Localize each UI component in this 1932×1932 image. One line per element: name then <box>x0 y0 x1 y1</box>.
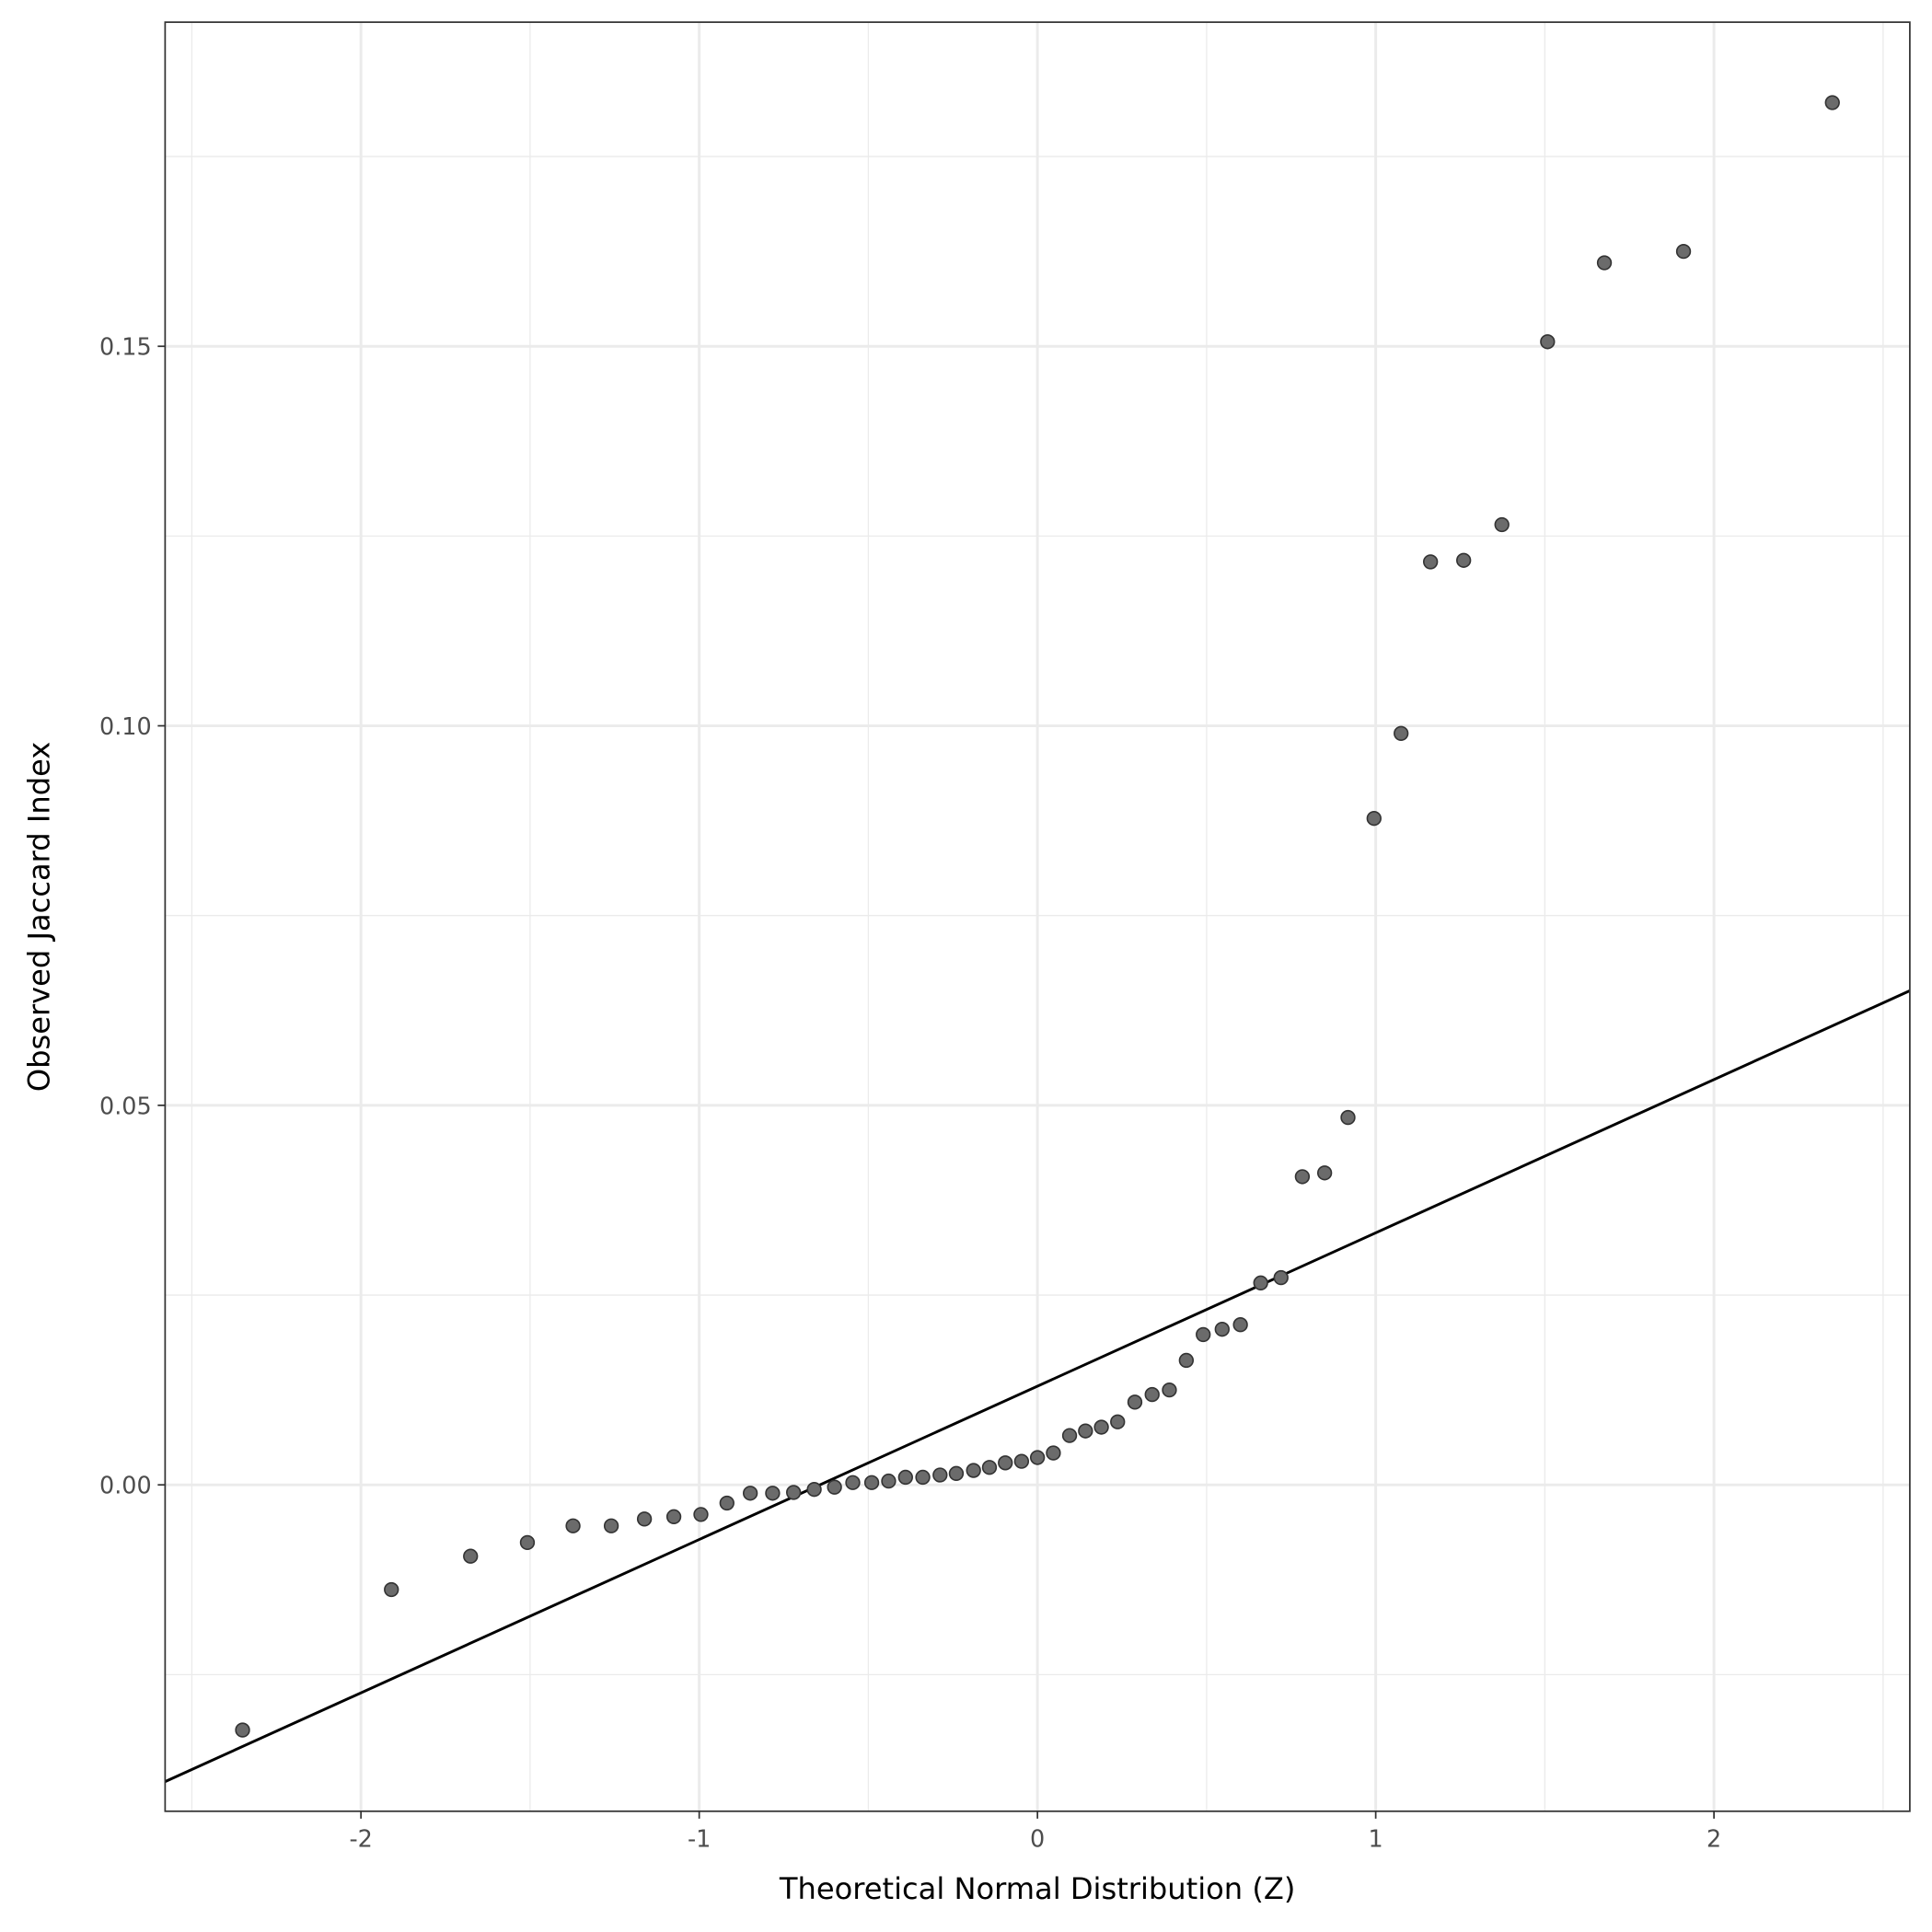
x-tick-label: -1 <box>688 1825 711 1853</box>
data-point <box>1540 334 1556 350</box>
data-point <box>932 1467 948 1483</box>
y-tick-label: 0.10 <box>99 712 152 740</box>
data-point <box>1366 810 1382 827</box>
data-point <box>981 1460 998 1475</box>
data-point <box>915 1469 931 1486</box>
data-point <box>603 1518 619 1533</box>
data-point <box>463 1548 479 1564</box>
data-point <box>742 1486 758 1501</box>
data-point <box>1316 1165 1333 1181</box>
data-point <box>998 1455 1013 1471</box>
data-point <box>384 1581 399 1598</box>
data-point <box>1596 255 1613 271</box>
data-points <box>235 95 1840 1738</box>
data-point <box>881 1473 897 1489</box>
data-point <box>765 1486 781 1501</box>
y-tick-label: 0.15 <box>99 333 152 361</box>
data-point <box>948 1465 965 1482</box>
data-point <box>565 1518 581 1533</box>
x-tick-label: 0 <box>1030 1825 1045 1853</box>
y-axis-ticks: 0.00 0.05 0.10 0.15 <box>99 333 166 1499</box>
x-axis-title: Theoretical Normal Distribution (Z) <box>779 1871 1296 1906</box>
x-axis-ticks: -2 -1 0 1 2 <box>349 1811 1721 1853</box>
data-point <box>897 1469 913 1486</box>
data-point <box>636 1511 653 1527</box>
data-point <box>1178 1352 1195 1369</box>
data-point <box>966 1463 981 1478</box>
y-axis-title: Observed Jaccard Index <box>22 742 57 1092</box>
x-tick-label: 2 <box>1706 1825 1721 1853</box>
y-tick-label: 0.00 <box>99 1472 152 1499</box>
data-point <box>1029 1450 1046 1465</box>
data-point <box>1046 1445 1061 1461</box>
data-point <box>235 1722 250 1738</box>
data-point <box>845 1475 861 1490</box>
data-point <box>1144 1386 1160 1403</box>
data-point <box>1273 1269 1289 1286</box>
x-tick-label: -2 <box>349 1825 372 1853</box>
reference-line <box>164 989 1911 1783</box>
y-tick-label: 0.05 <box>99 1092 152 1119</box>
data-point <box>519 1534 536 1551</box>
data-point <box>665 1509 682 1525</box>
data-point <box>1294 1169 1311 1185</box>
data-point <box>693 1507 709 1522</box>
x-tick-label: 1 <box>1369 1825 1383 1853</box>
data-point <box>1093 1419 1109 1435</box>
data-point <box>806 1481 822 1498</box>
data-point <box>1394 725 1409 741</box>
data-point <box>863 1475 880 1490</box>
data-point <box>1253 1275 1268 1291</box>
data-point <box>1162 1382 1177 1398</box>
data-point <box>1675 243 1692 260</box>
data-point <box>1340 1109 1356 1126</box>
data-point <box>1061 1428 1078 1443</box>
data-point <box>1078 1423 1093 1439</box>
major-gridlines <box>165 22 1910 1811</box>
data-point <box>1423 554 1439 570</box>
data-point <box>1456 552 1472 568</box>
data-point <box>1494 516 1510 533</box>
data-point <box>1110 1414 1126 1429</box>
data-point <box>1824 95 1840 110</box>
data-point <box>827 1479 842 1495</box>
reference-line-group <box>164 989 1911 1783</box>
data-point <box>719 1495 735 1511</box>
data-point <box>1232 1317 1248 1333</box>
data-point <box>1214 1321 1230 1337</box>
data-point <box>1196 1326 1211 1343</box>
data-point <box>1127 1394 1143 1410</box>
data-point <box>786 1485 802 1500</box>
data-point <box>1013 1453 1030 1469</box>
